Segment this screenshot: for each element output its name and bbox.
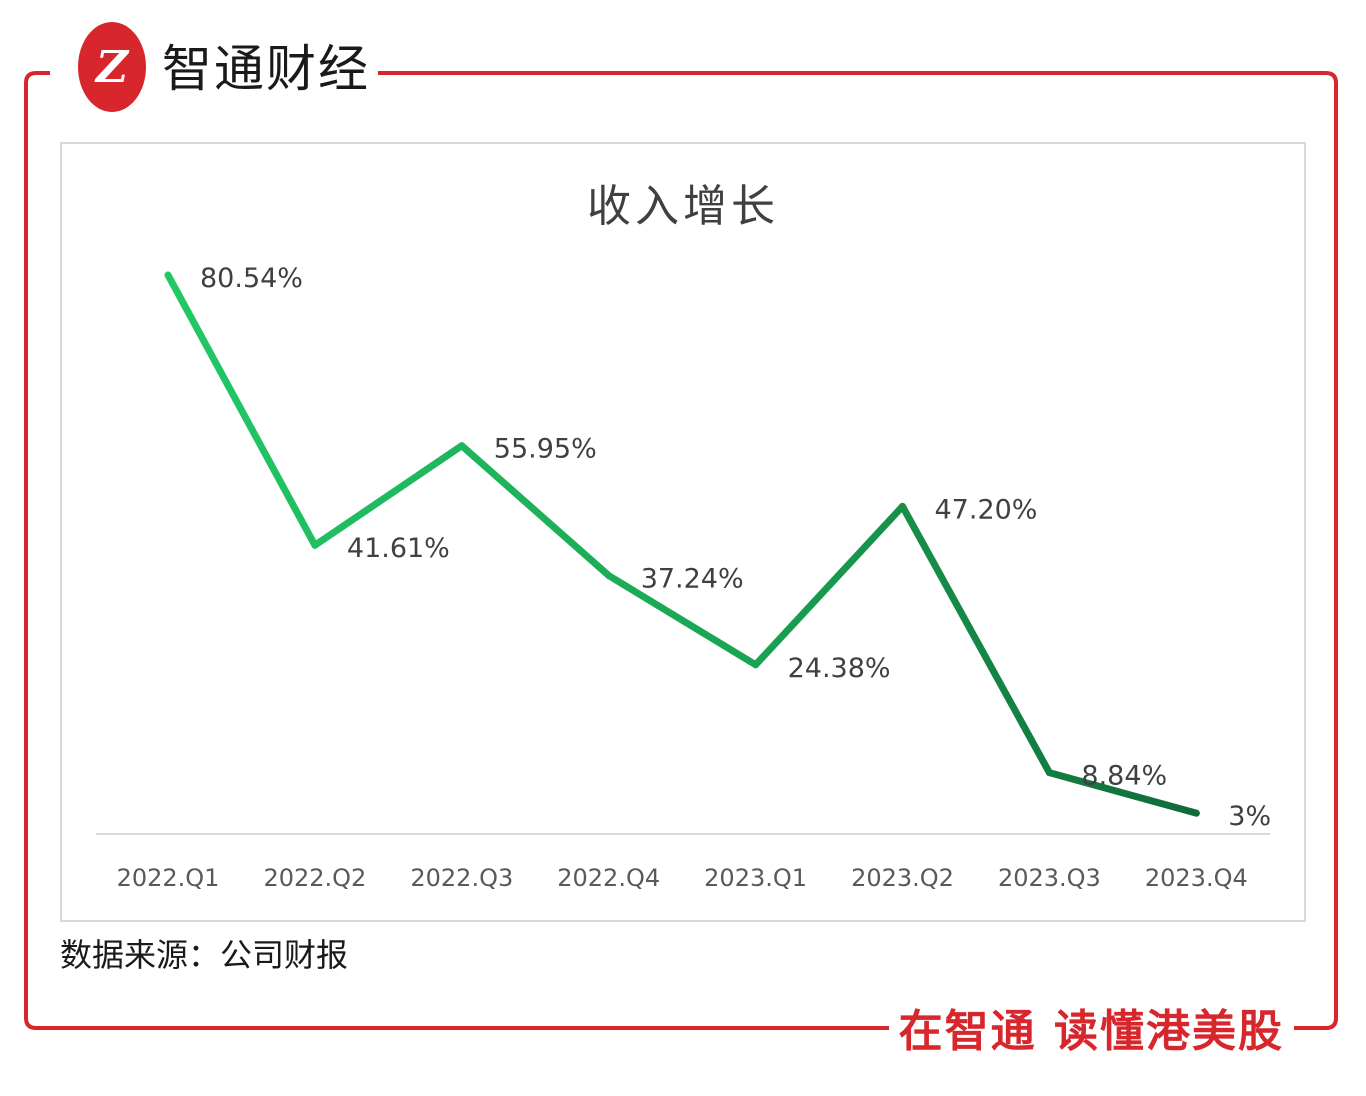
- data-label: 55.95%: [494, 434, 597, 465]
- x-tick-label: 2023.Q3: [998, 864, 1101, 892]
- brand-name: 智通财经: [162, 36, 378, 102]
- data-label: 37.24%: [641, 564, 744, 595]
- x-tick-label: 2022.Q4: [557, 864, 660, 892]
- data-label: 3%: [1228, 801, 1271, 832]
- series-line-segment: [1045, 769, 1200, 817]
- series-line-segment: [164, 271, 319, 549]
- brand-logo: Z: [78, 22, 146, 112]
- data-label: 8.84%: [1081, 761, 1167, 792]
- series-line-segment: [458, 442, 613, 580]
- brand-slogan: 在智通 读懂港美股: [888, 1002, 1294, 1062]
- data-point: [899, 502, 906, 510]
- x-tick-label: 2023.Q4: [1145, 864, 1248, 892]
- series-line-segment: [605, 572, 760, 669]
- data-point: [311, 541, 319, 549]
- brand-logo-mark: Z: [95, 41, 129, 93]
- data-point: [1192, 809, 1200, 817]
- series-line-segment: [311, 442, 466, 549]
- data-label: 41.61%: [347, 533, 450, 564]
- x-tick-label: 2023.Q1: [704, 864, 807, 892]
- data-label: 47.20%: [935, 494, 1038, 525]
- data-source-note: 数据来源：公司财报: [60, 936, 349, 974]
- chart-title: 收入增长: [587, 181, 779, 232]
- data-point: [752, 661, 760, 669]
- data-label: 80.54%: [200, 263, 303, 294]
- x-tick-label: 2022.Q2: [263, 864, 366, 892]
- x-tick-label: 2022.Q3: [410, 864, 513, 892]
- data-point: [605, 572, 613, 580]
- x-tick-label: 2023.Q2: [851, 864, 954, 892]
- chart-container: [60, 142, 1306, 922]
- series-line-segment: [899, 502, 1053, 777]
- x-tick-label: 2022.Q1: [117, 864, 220, 892]
- series-line-segment: [752, 502, 906, 669]
- data-point: [164, 271, 172, 279]
- data-point: [458, 442, 466, 450]
- frame-border: [24, 71, 1338, 1030]
- data-label: 24.38%: [788, 653, 891, 684]
- data-point: [1045, 769, 1053, 777]
